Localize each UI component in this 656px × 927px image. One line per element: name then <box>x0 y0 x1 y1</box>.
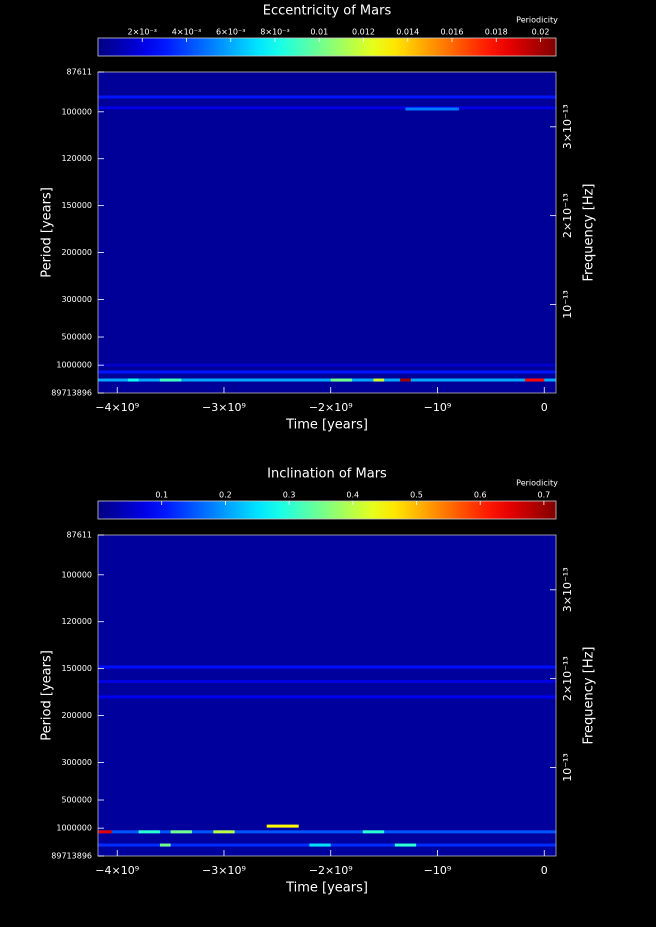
heatmap-streak <box>213 830 235 834</box>
heatmap-streak <box>138 830 160 834</box>
heatmap-streak <box>98 370 556 374</box>
y-tick-label: 200000 <box>61 248 92 257</box>
x-axis-label: Time [years] <box>285 418 368 433</box>
y-tick-label: 500000 <box>61 796 92 805</box>
x-tick-label: −2×10⁹ <box>309 864 353 877</box>
heatmap-streak <box>330 378 353 382</box>
x-axis-label: Time [years] <box>285 881 368 896</box>
heatmap-streak <box>98 363 556 367</box>
colorbar <box>97 37 557 57</box>
y-tick-label: 300000 <box>61 295 92 304</box>
colorbar-tick-label: 0.6 <box>474 491 487 500</box>
y2-axis-label: Frequency [Hz] <box>582 183 597 281</box>
x-tick-label: −3×10⁹ <box>202 401 246 414</box>
heatmap-streak <box>266 824 299 828</box>
colorbar-tick-label: 0.5 <box>410 491 423 500</box>
y2-tick-label: 2×10⁻¹³ <box>561 193 574 238</box>
colorbar-tick-label: 8×10⁻³ <box>260 28 289 37</box>
plot-frame <box>97 71 557 394</box>
colorbar-tick-label: 0.016 <box>441 28 464 37</box>
y2-tick-label: 3×10⁻¹³ <box>561 567 574 612</box>
heatmap-streak <box>170 830 192 834</box>
heatmap-background <box>98 72 556 393</box>
y-tick-label: 89713896 <box>51 852 92 861</box>
x-tick-label: 0 <box>541 401 548 414</box>
y-tick-label: 120000 <box>61 154 92 163</box>
colorbar-label: Periodicity <box>516 16 558 25</box>
colorbar-tick-label: 0.02 <box>532 28 550 37</box>
heatmap-streak <box>159 378 182 382</box>
heatmap-streak <box>98 830 112 834</box>
colorbar-tick-label: 4×10⁻³ <box>172 28 201 37</box>
heatmap-streak <box>98 679 556 683</box>
y-tick-label: 500000 <box>61 333 92 342</box>
y-tick-label: 87611 <box>67 531 92 540</box>
colorbar-tick-label: 2×10⁻³ <box>128 28 157 37</box>
y-tick-label: 150000 <box>61 664 92 673</box>
y-axis-label: Period [years] <box>40 650 55 741</box>
y2-tick-label: 10⁻¹³ <box>561 753 574 782</box>
chart-title: Eccentricity of Mars <box>263 4 392 19</box>
x-tick-label: −10⁹ <box>424 864 452 877</box>
colorbar-tick-label: 0.01 <box>310 28 328 37</box>
y2-axis-label: Frequency [Hz] <box>582 646 597 744</box>
y2-tick-label: 2×10⁻¹³ <box>561 656 574 701</box>
heatmap-streak <box>98 830 556 834</box>
colorbar-tick-label: 0.014 <box>396 28 419 37</box>
x-tick-label: −4×10⁹ <box>95 864 139 877</box>
heatmap-streak <box>394 843 417 847</box>
colorbar-tick-label: 6×10⁻³ <box>216 28 245 37</box>
heatmap-streak <box>98 665 556 669</box>
y-tick-label: 87611 <box>67 68 92 77</box>
colorbar-tick-label: 0.4 <box>346 491 359 500</box>
colorbar <box>97 500 557 520</box>
heatmap-streak <box>159 843 171 847</box>
y-tick-label: 1000000 <box>56 361 92 370</box>
chart-title: Inclination of Mars <box>267 467 387 482</box>
heatmap-streak <box>400 378 411 382</box>
y-tick-label: 1000000 <box>56 824 92 833</box>
y-tick-label: 100000 <box>61 570 92 579</box>
plot-frame <box>97 534 557 857</box>
y-tick-label: 300000 <box>61 758 92 767</box>
y-axis-label: Period [years] <box>40 187 55 278</box>
heatmap-streak <box>525 378 545 382</box>
colorbar-tick-label: 0.1 <box>155 491 168 500</box>
heatmap-streak <box>405 107 459 111</box>
colorbar-tick-label: 0.018 <box>485 28 508 37</box>
heatmap-streak <box>98 95 556 99</box>
colorbar-label: Periodicity <box>516 479 558 488</box>
x-tick-label: −4×10⁹ <box>95 401 139 414</box>
y-tick-label: 120000 <box>61 617 92 626</box>
y-tick-label: 200000 <box>61 711 92 720</box>
y-tick-label: 100000 <box>61 107 92 116</box>
x-tick-label: 0 <box>541 864 548 877</box>
heatmap-streak <box>127 378 139 382</box>
colorbar-tick-label: 0.2 <box>219 491 232 500</box>
heatmap-streak <box>98 378 556 382</box>
x-tick-label: −2×10⁹ <box>309 401 353 414</box>
heatmap-streak <box>98 695 556 699</box>
y-tick-label: 150000 <box>61 201 92 210</box>
y2-tick-label: 3×10⁻¹³ <box>561 104 574 149</box>
colorbar-tick-label: 0.012 <box>352 28 375 37</box>
heatmap-streak <box>362 830 385 834</box>
y2-tick-label: 10⁻¹³ <box>561 290 574 319</box>
y-tick-label: 89713896 <box>51 389 92 398</box>
heatmap-streak <box>373 378 385 382</box>
x-tick-label: −3×10⁹ <box>202 864 246 877</box>
colorbar-tick-label: 0.3 <box>283 491 296 500</box>
x-tick-label: −10⁹ <box>424 401 452 414</box>
colorbar-tick-label: 0.7 <box>538 491 551 500</box>
heatmap-streak <box>309 843 331 847</box>
heatmap-streak <box>98 106 556 110</box>
